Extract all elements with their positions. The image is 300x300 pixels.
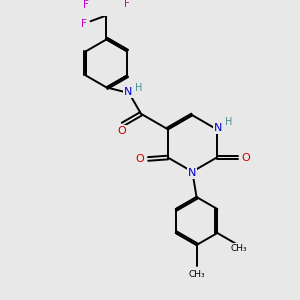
Text: O: O [117, 126, 126, 136]
Text: H: H [225, 117, 232, 127]
Text: F: F [124, 0, 130, 9]
Text: N: N [214, 123, 222, 133]
Text: F: F [82, 0, 88, 10]
Text: CH₃: CH₃ [231, 244, 247, 253]
Text: N: N [188, 168, 196, 178]
Text: O: O [136, 154, 145, 164]
Text: F: F [81, 19, 87, 29]
Text: O: O [242, 152, 250, 163]
Text: H: H [135, 83, 142, 93]
Text: N: N [124, 88, 133, 98]
Text: CH₃: CH₃ [188, 270, 205, 279]
